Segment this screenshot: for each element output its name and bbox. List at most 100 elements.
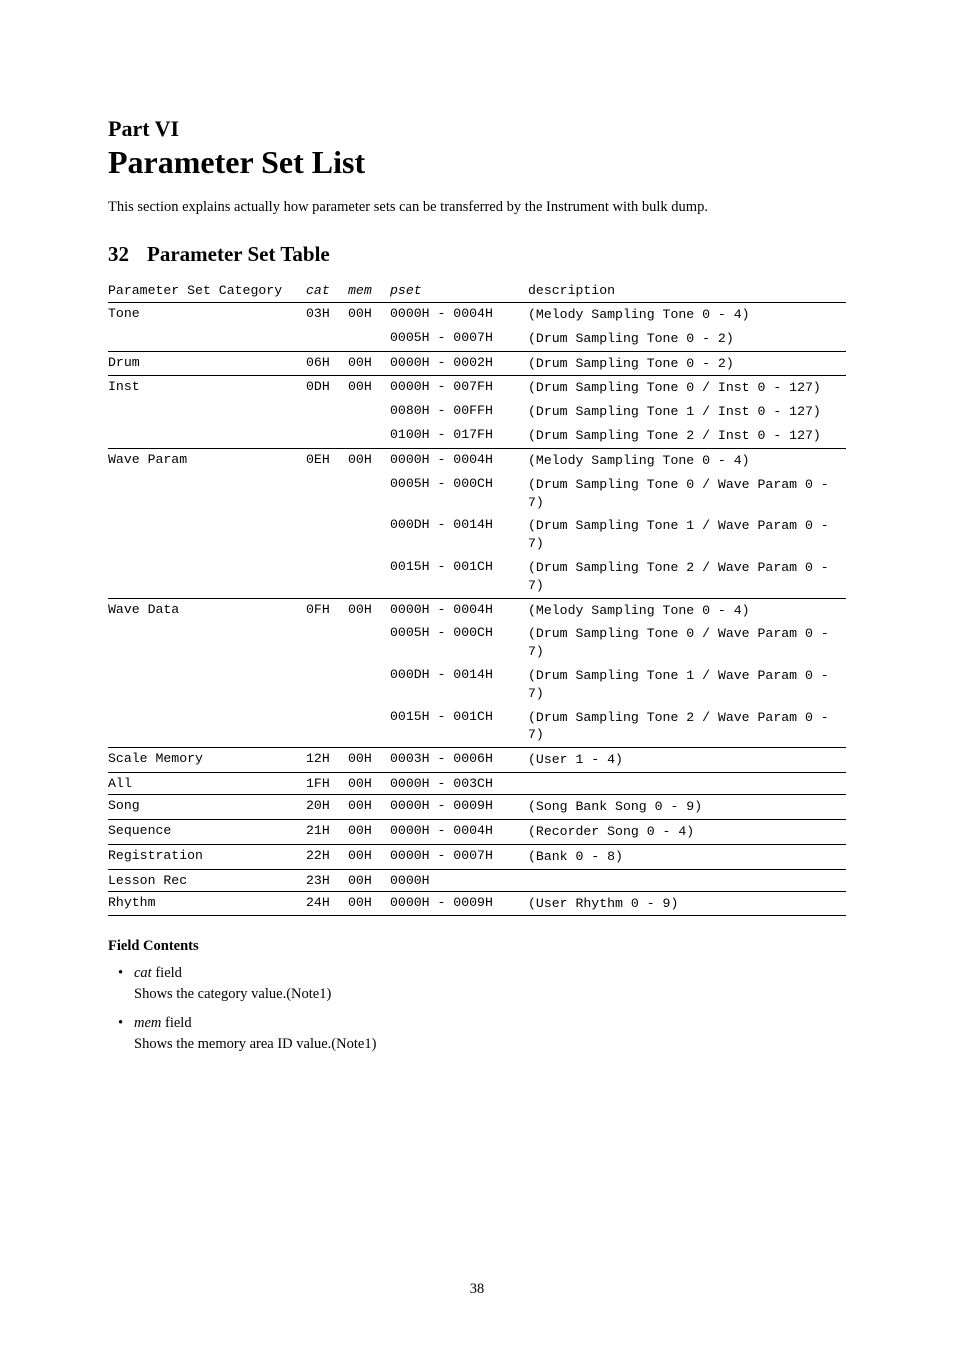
table-row: Scale Memory12H00H0003H - 0006H(User 1 -… bbox=[108, 748, 846, 773]
table-row: Drum06H00H0000H - 0002H(Drum Sampling To… bbox=[108, 351, 846, 376]
cell-pset: 000DH - 0014H bbox=[390, 514, 528, 556]
cell-description: (Melody Sampling Tone 0 - 4) bbox=[528, 303, 846, 327]
header-description: description bbox=[528, 281, 846, 303]
cell-category bbox=[108, 556, 306, 598]
cell-pset: 0005H - 000CH bbox=[390, 473, 528, 515]
cell-pset: 0015H - 001CH bbox=[390, 556, 528, 598]
cell-mem: 00H bbox=[348, 819, 390, 844]
cell-pset: 0080H - 00FFH bbox=[390, 400, 528, 424]
cell-cat bbox=[306, 514, 348, 556]
cell-category: All bbox=[108, 773, 306, 795]
table-body: Tone03H00H0000H - 0004H(Melody Sampling … bbox=[108, 303, 846, 916]
cell-description: (Recorder Song 0 - 4) bbox=[528, 819, 846, 844]
cell-description: (Drum Sampling Tone 0 / Wave Param 0 - 7… bbox=[528, 473, 846, 515]
table-row: 0100H - 017FH(Drum Sampling Tone 2 / Ins… bbox=[108, 424, 846, 448]
cell-cat: 0DH bbox=[306, 376, 348, 400]
cell-mem: 00H bbox=[348, 351, 390, 376]
field-name: mem bbox=[134, 1015, 161, 1031]
table-row: 0080H - 00FFH(Drum Sampling Tone 1 / Ins… bbox=[108, 400, 846, 424]
cell-category bbox=[108, 622, 306, 664]
cell-pset: 0000H - 0004H bbox=[390, 448, 528, 472]
cell-cat bbox=[306, 424, 348, 448]
cell-pset: 000DH - 0014H bbox=[390, 664, 528, 706]
cell-pset: 0000H - 0009H bbox=[390, 891, 528, 916]
cell-description: (Drum Sampling Tone 2 / Wave Param 0 - 7… bbox=[528, 706, 846, 748]
cell-mem: 00H bbox=[348, 795, 390, 820]
field-description: Shows the category value.(Note1) bbox=[134, 986, 846, 1003]
field-suffix: field bbox=[152, 965, 182, 981]
cell-category: Scale Memory bbox=[108, 748, 306, 773]
cell-cat: 22H bbox=[306, 844, 348, 869]
field-suffix: field bbox=[161, 1015, 191, 1031]
cell-mem: 00H bbox=[348, 448, 390, 472]
cell-cat bbox=[306, 327, 348, 351]
cell-description: (Drum Sampling Tone 1 / Inst 0 - 127) bbox=[528, 400, 846, 424]
cell-category bbox=[108, 327, 306, 351]
cell-category bbox=[108, 424, 306, 448]
cell-mem: 00H bbox=[348, 844, 390, 869]
cell-cat bbox=[306, 664, 348, 706]
cell-description: (Drum Sampling Tone 0 - 2) bbox=[528, 327, 846, 351]
cell-cat: 0FH bbox=[306, 598, 348, 622]
table-row: 0005H - 0007H(Drum Sampling Tone 0 - 2) bbox=[108, 327, 846, 351]
cell-category bbox=[108, 706, 306, 748]
table-header-row: Parameter Set Category cat mem pset desc… bbox=[108, 281, 846, 303]
page: Part VI Parameter Set List This section … bbox=[0, 0, 954, 1350]
cell-pset: 0000H - 0002H bbox=[390, 351, 528, 376]
cell-cat: 06H bbox=[306, 351, 348, 376]
cell-category: Registration bbox=[108, 844, 306, 869]
field-description: Shows the memory area ID value.(Note1) bbox=[134, 1036, 846, 1053]
cell-category: Wave Param bbox=[108, 448, 306, 472]
cell-pset: 0003H - 0006H bbox=[390, 748, 528, 773]
table-row: Tone03H00H0000H - 0004H(Melody Sampling … bbox=[108, 303, 846, 327]
cell-category: Inst bbox=[108, 376, 306, 400]
table-row: Wave Param0EH00H0000H - 0004H(Melody Sam… bbox=[108, 448, 846, 472]
table-row: Sequence21H00H0000H - 0004H(Recorder Son… bbox=[108, 819, 846, 844]
cell-cat bbox=[306, 473, 348, 515]
cell-description: (Drum Sampling Tone 0 / Wave Param 0 - 7… bbox=[528, 622, 846, 664]
cell-category: Rhythm bbox=[108, 891, 306, 916]
field-name: cat bbox=[134, 965, 152, 981]
cell-pset: 0000H bbox=[390, 869, 528, 891]
table-row: Inst0DH00H0000H - 007FH(Drum Sampling To… bbox=[108, 376, 846, 400]
table-row: Registration22H00H0000H - 0007H(Bank 0 -… bbox=[108, 844, 846, 869]
cell-pset: 0005H - 0007H bbox=[390, 327, 528, 351]
table-row: Song20H00H0000H - 0009H(Song Bank Song 0… bbox=[108, 795, 846, 820]
cell-mem bbox=[348, 622, 390, 664]
cell-pset: 0015H - 001CH bbox=[390, 706, 528, 748]
cell-mem: 00H bbox=[348, 891, 390, 916]
parameter-set-table: Parameter Set Category cat mem pset desc… bbox=[108, 281, 846, 916]
cell-description: (Drum Sampling Tone 0 / Inst 0 - 127) bbox=[528, 376, 846, 400]
cell-cat: 23H bbox=[306, 869, 348, 891]
cell-description: (Melody Sampling Tone 0 - 4) bbox=[528, 598, 846, 622]
part-label: Part VI bbox=[108, 116, 846, 142]
cell-pset: 0000H - 0004H bbox=[390, 598, 528, 622]
cell-category bbox=[108, 400, 306, 424]
table-row: 0015H - 001CH(Drum Sampling Tone 2 / Wav… bbox=[108, 706, 846, 748]
table-row: 0005H - 000CH(Drum Sampling Tone 0 / Wav… bbox=[108, 622, 846, 664]
cell-pset: 0005H - 000CH bbox=[390, 622, 528, 664]
section-number: 32 bbox=[108, 242, 129, 266]
cell-cat: 24H bbox=[306, 891, 348, 916]
table-row: 000DH - 0014H(Drum Sampling Tone 1 / Wav… bbox=[108, 514, 846, 556]
table-row: Lesson Rec23H00H0000H bbox=[108, 869, 846, 891]
cell-category bbox=[108, 514, 306, 556]
cell-category: Song bbox=[108, 795, 306, 820]
section-heading: 32Parameter Set Table bbox=[108, 242, 846, 267]
cell-mem bbox=[348, 400, 390, 424]
cell-category bbox=[108, 473, 306, 515]
cell-mem bbox=[348, 424, 390, 448]
cell-cat bbox=[306, 556, 348, 598]
cell-pset: 0000H - 0009H bbox=[390, 795, 528, 820]
cell-cat: 1FH bbox=[306, 773, 348, 795]
page-number: 38 bbox=[0, 1281, 954, 1298]
cell-mem: 00H bbox=[348, 748, 390, 773]
header-mem: mem bbox=[348, 281, 390, 303]
cell-category: Tone bbox=[108, 303, 306, 327]
field-item: cat field Shows the category value.(Note1… bbox=[134, 965, 846, 1003]
intro-text: This section explains actually how param… bbox=[108, 199, 846, 216]
cell-description: (Drum Sampling Tone 0 - 2) bbox=[528, 351, 846, 376]
table-row: Rhythm24H00H0000H - 0009H(User Rhythm 0 … bbox=[108, 891, 846, 916]
part-title: Parameter Set List bbox=[108, 144, 846, 181]
field-item: mem field Shows the memory area ID value.… bbox=[134, 1015, 846, 1053]
